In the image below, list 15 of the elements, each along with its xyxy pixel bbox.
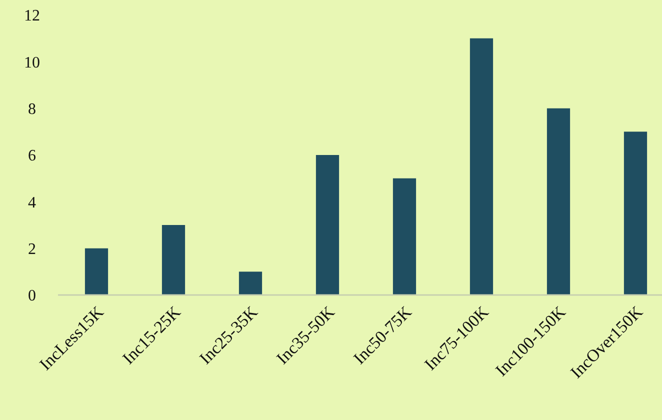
bar [238,272,262,295]
bar [162,225,186,295]
y-tick-label: 10 [24,54,40,72]
bar [316,155,340,295]
y-tick-label: 6 [28,148,36,165]
bar [470,38,494,295]
y-tick-label: 8 [28,100,36,118]
bar [84,248,108,295]
y-tick-label: 12 [24,8,40,25]
y-tick-label: 4 [28,194,36,212]
bar [392,178,416,295]
bar [624,132,648,295]
y-tick-label: 0 [28,288,36,305]
y-tick-label: 2 [28,240,36,258]
bar [546,108,570,295]
